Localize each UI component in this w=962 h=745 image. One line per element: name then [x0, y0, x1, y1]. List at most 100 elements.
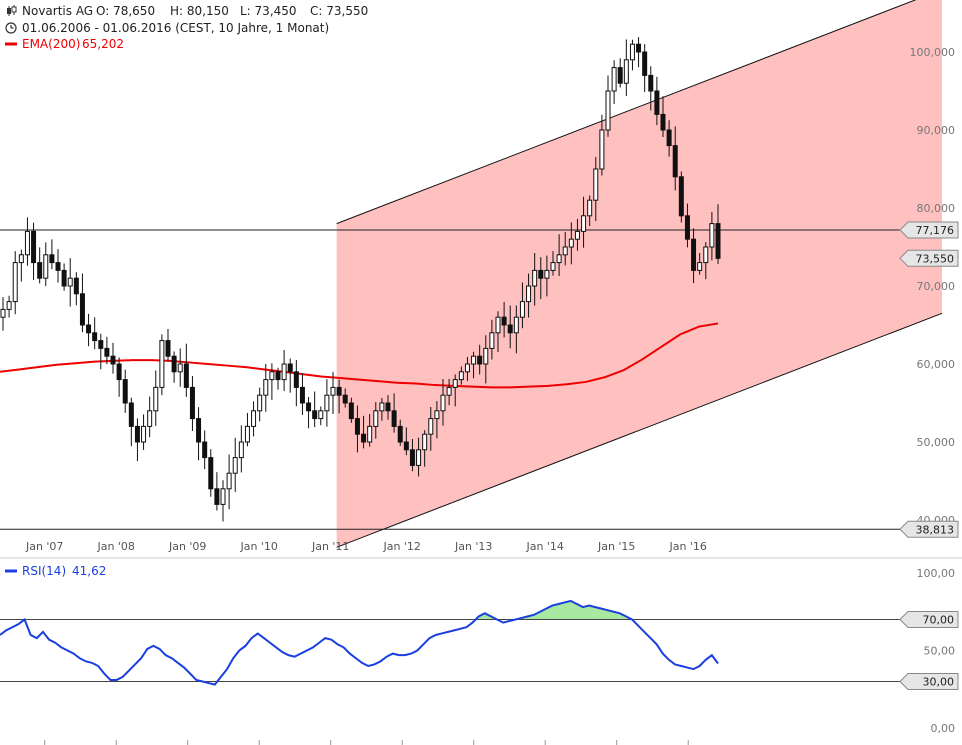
candle: [636, 37, 642, 68]
candle: [110, 342, 116, 374]
candle: [416, 437, 422, 477]
candle: [697, 253, 703, 275]
rsi-line: [0, 599, 719, 686]
rsi-y-tick: 100,00: [917, 567, 956, 580]
candle: [281, 350, 287, 392]
candle: [306, 396, 312, 429]
candle: [31, 222, 37, 280]
candle: [391, 393, 397, 433]
candle: [434, 401, 440, 439]
candle: [373, 402, 379, 439]
candle: [538, 257, 544, 300]
candle: [67, 258, 73, 307]
candle: [86, 313, 92, 347]
candle: [269, 363, 275, 400]
candle: [422, 430, 428, 467]
hline-upper-tag-box: [899, 221, 959, 239]
candle: [293, 360, 299, 407]
candle: [165, 328, 171, 362]
rsi-y-tick: 0,00: [931, 722, 956, 735]
date-range: 01.06.2006 - 01.06.2016 (CEST, 10 Jahre,…: [22, 21, 329, 35]
price-x-tick: Jan '11: [311, 540, 349, 553]
channel-lower-line: [336, 312, 943, 548]
candle: [342, 388, 348, 408]
candle: [257, 387, 263, 422]
last-price-tag: 73,550: [916, 252, 955, 265]
candle: [147, 396, 153, 438]
price-y-tick: 100,000: [910, 46, 956, 59]
candle: [287, 358, 293, 393]
rsi-14-line: [0, 599, 719, 686]
candle: [0, 297, 6, 331]
candle: [220, 480, 226, 522]
candle: [232, 437, 238, 492]
candle: [715, 204, 721, 265]
ema-200-line: [0, 322, 719, 389]
candle: [275, 367, 281, 390]
candle: [263, 363, 269, 412]
candles: [0, 37, 721, 522]
candle: [18, 249, 24, 282]
price-x-axis: Jan '07 Jan '08 Jan '09 Jan '10 Jan '11 Jan '…: [25, 540, 707, 745]
candle: [379, 398, 385, 421]
price-x-tick: Jan '15: [597, 540, 635, 553]
chart-header: Novartis AG O: 78,650 H: 80,150 L: 73,45…: [5, 4, 368, 51]
candle: [171, 351, 177, 383]
candle: [37, 247, 43, 284]
candle: [611, 60, 617, 104]
candle: [385, 395, 391, 420]
rsi-upper-tag: 70,00: [923, 614, 955, 627]
close-value: C: 73,550: [310, 4, 368, 18]
instrument-name: Novartis AG: [22, 4, 93, 18]
candle: [55, 249, 61, 283]
candle: [330, 372, 336, 415]
hline-lower-tag-box: [899, 520, 959, 538]
candle: [159, 334, 165, 396]
candle: [703, 242, 709, 280]
candle: [251, 401, 257, 437]
price-y-tick: 60,000: [917, 358, 956, 371]
candle: [128, 397, 134, 447]
rsi-overbought-fill: [475, 600, 633, 620]
candle: [196, 407, 202, 461]
price-tags: 77,176 73,550 38,813: [899, 221, 959, 538]
candle: [507, 305, 513, 349]
price-y-axis: 40,00050,00060,00070,00080,00090,000100,…: [910, 46, 956, 527]
candle: [98, 333, 104, 370]
candle: [623, 39, 629, 96]
rsi-threshold-tags: 70,00 30,00: [899, 611, 959, 690]
ema-line: [0, 322, 719, 389]
candle: [122, 369, 128, 413]
price-x-tick: Jan '14: [525, 540, 563, 553]
horizontal-lines: [0, 229, 905, 530]
candle: [599, 114, 605, 176]
rsi-lower-tag: 30,00: [923, 676, 955, 689]
candle: [562, 231, 568, 266]
candle: [709, 211, 715, 261]
rsi-y-axis: 0,00 50,00 100,00: [0, 567, 955, 735]
candle: [587, 195, 593, 227]
rsi-upper-tag-box: [899, 611, 959, 628]
candle: [92, 317, 98, 350]
candle: [104, 336, 110, 365]
candle: [556, 234, 562, 277]
candle: [593, 157, 599, 222]
candle: [244, 412, 250, 447]
candle: [550, 251, 556, 276]
rsi-legend-label: RSI(14): [22, 564, 66, 578]
candle: [324, 379, 330, 427]
rsi-lower-tag-box: [899, 673, 959, 690]
rsi-y-tick: 50,00: [924, 645, 956, 658]
candle: [49, 239, 55, 270]
ema-legend-value: 65,202: [82, 37, 124, 51]
candle: [403, 427, 409, 456]
candlestick-icon: [7, 5, 17, 16]
candle: [226, 454, 232, 510]
price-x-tick: Jan '12: [382, 540, 420, 553]
candle: [367, 414, 373, 447]
candle: [648, 66, 654, 111]
rsi-header: RSI(14) 41,62: [5, 564, 106, 578]
candle: [12, 251, 18, 315]
candle: [654, 76, 660, 126]
